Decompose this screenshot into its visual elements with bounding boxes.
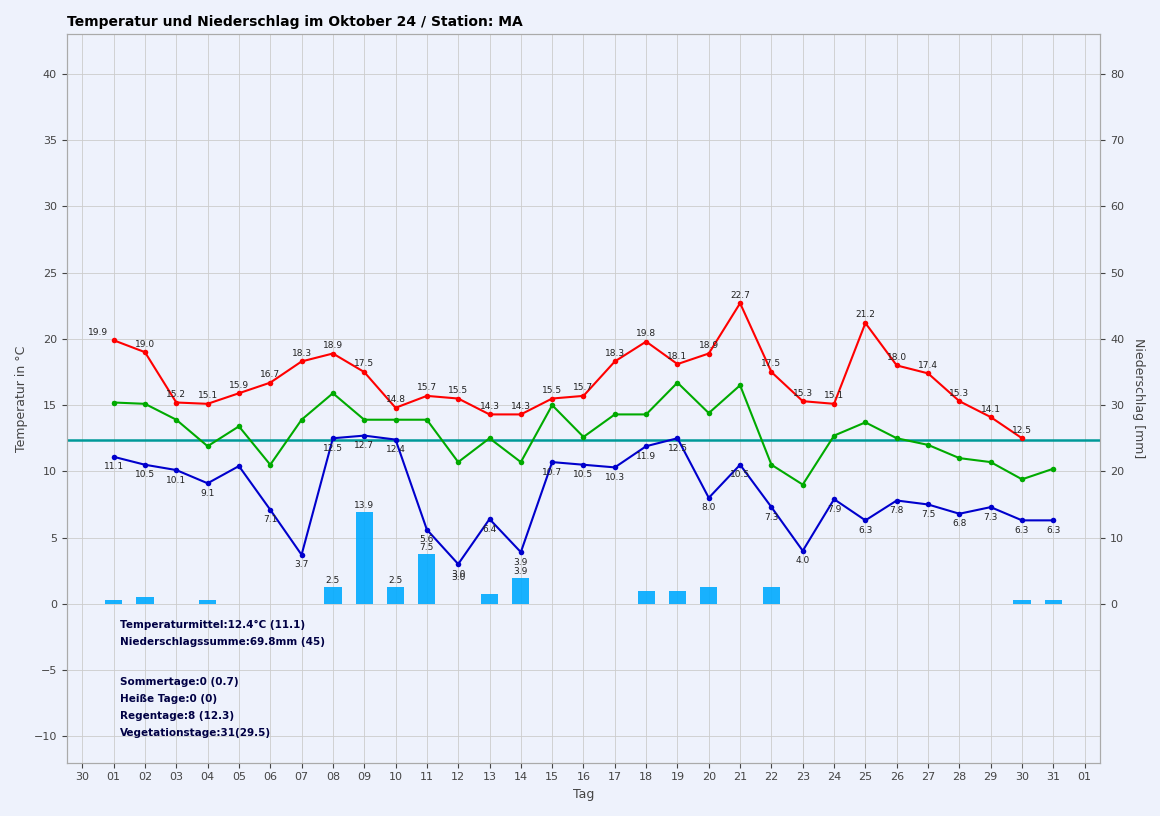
Text: 7.9: 7.9 (827, 504, 841, 514)
Bar (513, 578, 529, 604)
Text: 13.9: 13.9 (354, 500, 375, 510)
Text: 12.5: 12.5 (322, 444, 343, 453)
Bar (200, 601, 216, 604)
Text: 7.3: 7.3 (984, 512, 998, 521)
Text: 18.0: 18.0 (886, 353, 907, 361)
Bar (137, 597, 153, 604)
Bar (356, 512, 372, 604)
Text: 10.1: 10.1 (166, 476, 187, 485)
Text: 5.6: 5.6 (420, 535, 434, 544)
Text: 6.3: 6.3 (858, 526, 872, 534)
Text: 15.5: 15.5 (542, 386, 563, 395)
Bar (1045, 601, 1061, 604)
Text: 3.9: 3.9 (514, 567, 528, 576)
Text: 4.0: 4.0 (796, 557, 810, 565)
Text: 9.1: 9.1 (201, 489, 215, 498)
Text: Vegetationstage:31(29.5): Vegetationstage:31(29.5) (119, 729, 271, 738)
Text: 19.9: 19.9 (88, 328, 108, 337)
Text: 10.5: 10.5 (573, 470, 594, 479)
Text: 18.3: 18.3 (604, 349, 625, 358)
Text: 3.0: 3.0 (451, 573, 465, 582)
Text: 15.2: 15.2 (166, 390, 187, 399)
Bar (1014, 601, 1030, 604)
Text: 18.9: 18.9 (322, 341, 343, 350)
Text: 18.1: 18.1 (667, 352, 688, 361)
Text: 7.3: 7.3 (764, 512, 778, 521)
Text: 21.2: 21.2 (855, 310, 876, 320)
Text: 19.8: 19.8 (636, 329, 657, 338)
Text: 12.5: 12.5 (1012, 426, 1032, 435)
Text: 10.5: 10.5 (135, 470, 155, 479)
Text: 7.1: 7.1 (263, 515, 277, 524)
Text: 14.1: 14.1 (980, 405, 1001, 414)
Text: 7.8: 7.8 (890, 506, 904, 515)
Text: 6.8: 6.8 (952, 519, 966, 528)
Bar (325, 588, 341, 604)
Text: 17.5: 17.5 (354, 360, 375, 369)
Text: 16.7: 16.7 (260, 370, 281, 379)
Text: Temperaturmittel:12.4°C (11.1): Temperaturmittel:12.4°C (11.1) (119, 619, 305, 630)
Bar (701, 588, 717, 604)
Text: 22.7: 22.7 (730, 290, 751, 299)
Text: Temperatur und Niederschlag im Oktober 24 / Station: MA: Temperatur und Niederschlag im Oktober 2… (66, 15, 522, 29)
Text: 2.5: 2.5 (389, 576, 403, 585)
Text: 2.5: 2.5 (326, 576, 340, 585)
Text: 12.5: 12.5 (667, 444, 688, 453)
Bar (106, 601, 122, 604)
Text: 7.5: 7.5 (420, 543, 434, 552)
Text: 15.1: 15.1 (197, 391, 218, 401)
Text: 6.3: 6.3 (1046, 526, 1060, 534)
Text: Heiße Tage:0 (0): Heiße Tage:0 (0) (119, 694, 217, 704)
X-axis label: Tag: Tag (573, 788, 594, 801)
Bar (419, 554, 435, 604)
Text: 6.3: 6.3 (1015, 526, 1029, 534)
Text: 14.8: 14.8 (385, 395, 406, 404)
Text: 8.0: 8.0 (702, 503, 716, 512)
Text: 18.3: 18.3 (291, 349, 312, 358)
Text: Niederschlagssumme:69.8mm (45): Niederschlagssumme:69.8mm (45) (119, 637, 325, 647)
Text: 12.4: 12.4 (385, 445, 406, 454)
Text: 17.5: 17.5 (761, 360, 782, 369)
Text: 10.5: 10.5 (730, 470, 751, 479)
Text: Regentage:8 (12.3): Regentage:8 (12.3) (119, 711, 234, 721)
Text: 3.7: 3.7 (295, 561, 309, 570)
Text: 11.1: 11.1 (103, 463, 124, 472)
Bar (638, 591, 654, 604)
Y-axis label: Temperatur in °C: Temperatur in °C (15, 345, 28, 452)
Y-axis label: Niederschlag [mm]: Niederschlag [mm] (1132, 339, 1145, 459)
Text: 15.7: 15.7 (573, 384, 594, 392)
Text: 15.3: 15.3 (949, 388, 970, 397)
Text: 10.3: 10.3 (604, 473, 625, 482)
Text: Sommertage:0 (0.7): Sommertage:0 (0.7) (119, 676, 239, 686)
Text: 12.7: 12.7 (354, 441, 375, 450)
Text: 15.9: 15.9 (229, 381, 249, 390)
Bar (387, 588, 404, 604)
Text: 3.0: 3.0 (451, 570, 465, 579)
Text: 14.3: 14.3 (479, 401, 500, 411)
Text: 15.3: 15.3 (792, 388, 813, 397)
Text: 6.4: 6.4 (483, 525, 496, 534)
Text: 14.3: 14.3 (510, 401, 531, 411)
Text: 11.9: 11.9 (636, 452, 657, 461)
Text: 7.5: 7.5 (921, 510, 935, 519)
Bar (669, 591, 686, 604)
Text: 17.4: 17.4 (918, 361, 938, 370)
Bar (481, 594, 498, 604)
Text: 10.7: 10.7 (542, 468, 563, 477)
Text: 18.9: 18.9 (698, 341, 719, 350)
Text: 15.7: 15.7 (416, 384, 437, 392)
Text: 3.9: 3.9 (514, 557, 528, 566)
Text: 15.5: 15.5 (448, 386, 469, 395)
Text: 15.1: 15.1 (824, 391, 844, 401)
Text: 19.0: 19.0 (135, 339, 155, 348)
Bar (763, 588, 780, 604)
